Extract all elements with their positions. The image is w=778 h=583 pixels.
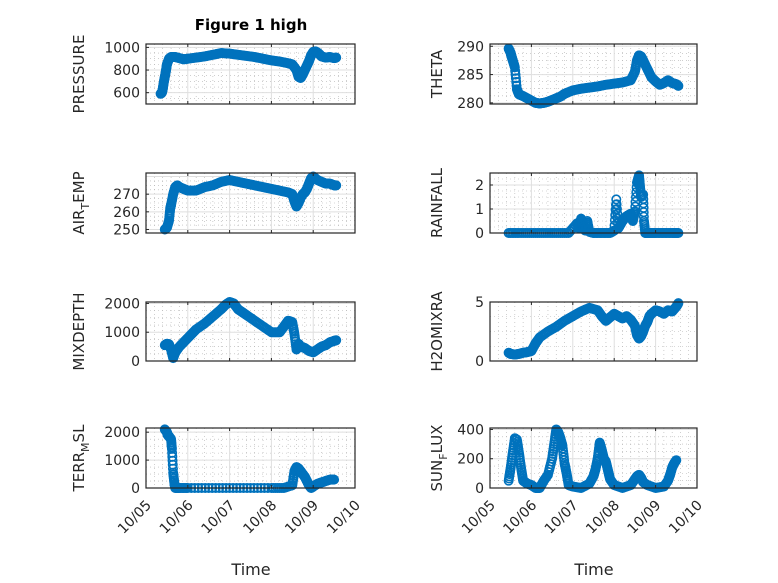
x-tick-label: 10/07 <box>542 498 582 538</box>
y-tick-label: 0 <box>131 481 140 497</box>
x-tick-label: 10/05 <box>115 498 155 538</box>
axes-box <box>489 43 698 105</box>
subplot-h2omixra: 0 5 H2OMIXRA <box>428 291 698 372</box>
y-axis-label: AIRTEMP <box>70 171 92 234</box>
axes-box <box>489 301 698 362</box>
subplot-pressure: 600 800 1000 PRESSURE <box>70 35 356 114</box>
data-point <box>673 80 684 91</box>
y-tick-label: 1000 <box>104 453 140 469</box>
y-tick-label: 280 <box>457 96 484 112</box>
y-axis-label: MIXDEPTH <box>70 292 88 370</box>
x-axis-label-right: Time <box>573 560 613 579</box>
data-point <box>611 194 622 205</box>
plot-area <box>490 173 697 233</box>
x-tick-label: 10/10 <box>324 498 364 538</box>
axes-box <box>489 172 698 234</box>
y-tick-label: 0 <box>131 354 140 370</box>
y-axis-label: SUNFLUX <box>428 425 450 492</box>
x-tick-label: 10/09 <box>282 498 322 538</box>
subplot-sun-flux: 0 200 400 SUNFLUX 10/05 10/06 10/07 10/08 10/09 1… <box>428 422 706 537</box>
data-point <box>611 204 622 215</box>
axes-box <box>145 427 356 489</box>
y-tick-label: 1000 <box>104 40 140 56</box>
y-tick-label: 2000 <box>104 296 140 312</box>
y-tick-label: 260 <box>113 205 140 221</box>
axes-box <box>145 172 356 234</box>
data-point <box>515 460 526 471</box>
data-point <box>505 464 516 475</box>
subplot-rainfall: 0 1 2 RAINFALL <box>428 167 698 242</box>
data-point <box>328 474 339 485</box>
axes-box <box>489 427 698 489</box>
data-point <box>289 326 300 337</box>
y-axis-label: RAINFALL <box>428 167 446 238</box>
y-tick-label: 400 <box>457 422 484 438</box>
data-point <box>670 455 681 466</box>
y-tick-label: 0 <box>475 226 484 242</box>
x-tick-label: 10/07 <box>199 498 239 538</box>
axes-box <box>145 301 356 362</box>
figure-title: Figure 1 high <box>195 16 308 34</box>
axes-box <box>145 43 356 105</box>
data-point <box>557 439 568 450</box>
y-axis-label: TERRMSL <box>70 424 92 493</box>
data-point <box>612 208 623 219</box>
data-point <box>673 298 684 309</box>
data-point <box>167 459 178 470</box>
y-tick-label: 5 <box>475 295 484 311</box>
y-tick-label: 285 <box>457 68 484 84</box>
data-point <box>611 199 622 210</box>
x-tick-label: 10/08 <box>583 498 623 538</box>
y-tick-label: 270 <box>113 187 140 203</box>
x-tick-label: 10/08 <box>240 498 280 538</box>
data-point <box>638 207 649 218</box>
data-point <box>629 208 640 219</box>
x-tick-label: 10/06 <box>500 497 540 537</box>
x-axis-label-left: Time <box>230 560 270 579</box>
y-tick-label: 250 <box>113 222 140 238</box>
y-axis-label: H2OMIXRA <box>428 291 446 372</box>
y-axis-label: PRESSURE <box>70 35 88 114</box>
data-point <box>330 52 341 63</box>
data-point <box>330 180 341 191</box>
y-tick-label: 800 <box>113 63 140 79</box>
y-tick-label: 290 <box>457 39 484 55</box>
y-tick-label: 1000 <box>104 325 140 341</box>
y-tick-label: 0 <box>475 354 484 370</box>
data-point <box>510 69 521 80</box>
y-tick-label: 1 <box>475 202 484 218</box>
y-tick-label: 2000 <box>104 425 140 441</box>
data-point <box>513 445 524 456</box>
data-point <box>510 73 521 84</box>
subplot-terr-msl: 0 1000 2000 TERRMSL 10/05 10/06 10/07 10/08 10/0… <box>70 424 364 537</box>
data-point <box>330 335 341 346</box>
x-tick-label: 10/09 <box>625 498 665 538</box>
y-tick-label: 0 <box>475 481 484 497</box>
x-tick-label: 10/06 <box>157 497 197 537</box>
x-tick-label: 10/10 <box>666 498 706 538</box>
data-point <box>166 442 177 453</box>
y-axis-label: THETA <box>428 49 446 99</box>
y-tick-label: 200 <box>457 452 484 468</box>
subplot-theta: 280 285 290 THETA <box>428 39 698 112</box>
y-tick-label: 2 <box>475 178 484 194</box>
data-point <box>510 65 521 76</box>
x-tick-label: 10/05 <box>459 498 499 538</box>
subplot-mixdepth: 0 1000 2000 MIXDEPTH <box>70 292 356 371</box>
y-tick-label: 600 <box>113 86 140 102</box>
